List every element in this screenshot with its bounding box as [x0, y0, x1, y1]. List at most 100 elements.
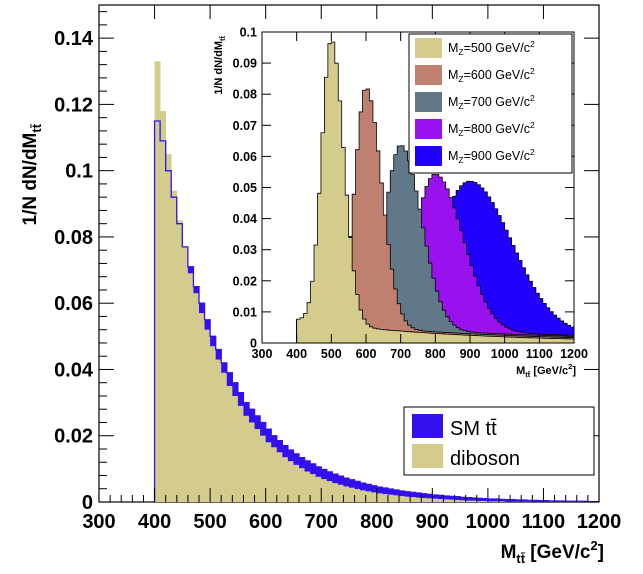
inset-x-tick-label-2: 500: [321, 347, 342, 361]
inset-legend-label-rest-4: =900 GeV/c: [464, 149, 530, 163]
inset-x-title-close: ]: [572, 365, 576, 377]
inset-x-tick-label-4: 700: [390, 347, 411, 361]
diboson-bar-13: [227, 386, 233, 502]
inset-legend-label-rest-1: =600 GeV/c: [464, 68, 530, 82]
main-y-tick-label-1: 0.02: [54, 426, 93, 448]
main-x-tick-label-4: 700: [305, 511, 338, 533]
inset-y-title-sub: tt̄: [218, 35, 227, 41]
main-x-title-sup: 2: [590, 538, 597, 553]
inset-legend-label-sup-4: 2: [530, 147, 535, 157]
diboson-bar-18: [255, 429, 261, 502]
inset-legend-label-main-4: M: [448, 149, 458, 163]
main-x-tick-label-6: 900: [416, 511, 449, 533]
inset-legend-label-rest-0: =500 GeV/c: [464, 41, 530, 55]
inset-x-tick-label-5: 800: [425, 347, 446, 361]
diboson-bar-4: [177, 220, 183, 502]
main-legend: SM tt̄ diboson: [404, 407, 594, 475]
diboson-bar-7: [193, 293, 199, 502]
diboson-bar-62: [499, 501, 505, 502]
main-x-title-close: ]: [598, 542, 604, 563]
diboson-bar-50: [432, 499, 438, 502]
inset-y-tick-label-10: 0.1: [240, 26, 257, 40]
main-legend-label-1: diboson: [450, 448, 520, 470]
main-x-tick-label-7: 1000: [466, 511, 511, 533]
main-x-title-main: M: [501, 542, 517, 563]
main-y-tick-label-6: 0.12: [54, 94, 93, 116]
diboson-bar-30: [321, 479, 327, 502]
main-legend-swatch-0: [412, 414, 443, 438]
diboson-bar-8: [199, 313, 205, 502]
main-y-tick-label-4: 0.08: [54, 227, 93, 249]
diboson-bar-52: [443, 499, 449, 502]
main-x-tick-label-2: 500: [193, 511, 226, 533]
inset-x-title-main: M: [516, 365, 525, 377]
diboson-bar-46: [410, 497, 416, 502]
diboson-bar-2: [166, 154, 172, 502]
inset-y-tick-label-4: 0.04: [233, 212, 257, 226]
diboson-bar-10: [210, 346, 216, 502]
main-x-tick-label-3: 600: [249, 511, 282, 533]
diboson-bar-11: [216, 360, 222, 502]
diboson-bar-14: [232, 396, 238, 502]
inset-legend-label-sup-3: 2: [530, 120, 535, 130]
main-x-tick-label-1: 400: [138, 511, 171, 533]
diboson-bar-16: [243, 416, 249, 502]
inset-x-axis-title: Mtt̄ [GeV/c2]: [516, 362, 576, 379]
inset-x-tick-label-3: 600: [356, 347, 377, 361]
main-y-title-sub: tt̄: [29, 123, 44, 132]
inset-y-tick-label-6: 0.06: [233, 150, 257, 164]
main-y-tick-label-5: 0.1: [65, 161, 93, 183]
inset-legend-label-main-1: M: [448, 68, 458, 82]
inset-x-tick-label-1: 400: [286, 347, 307, 361]
main-legend-label-0: SM tt̄: [450, 418, 497, 440]
diboson-bar-15: [238, 406, 244, 502]
diboson-bar-54: [455, 500, 461, 502]
diboson-bar-9: [205, 330, 211, 502]
inset-legend-label-main-2: M: [448, 95, 458, 109]
inset-x-tick-label-7: 1000: [491, 347, 519, 361]
inset-legend-label-sup-1: 2: [530, 66, 535, 76]
main-x-tick-label-9: 1200: [577, 511, 622, 533]
inset-x-title-unit: [GeV/c: [530, 365, 568, 377]
inset-y-tick-label-0: 0: [250, 337, 257, 351]
diboson-bar-38: [366, 491, 372, 502]
main-y-tick-label-3: 0.06: [54, 293, 93, 315]
diboson-bar-60: [488, 501, 494, 502]
inset-y-tick-label-1: 0.01: [233, 305, 257, 319]
main-x-title-unit: [GeV/c: [525, 542, 591, 563]
main-x-tick-label-5: 800: [360, 511, 393, 533]
main-y-tick-label-0: 0: [82, 492, 93, 514]
inset-y-tick-label-9: 0.09: [233, 57, 257, 71]
diboson-bar-24: [288, 461, 294, 502]
main-x-tick-label-8: 1100: [522, 511, 565, 533]
diboson-bar-36: [355, 489, 361, 502]
inset-x-tick-label-6: 900: [460, 347, 481, 361]
diboson-bar-6: [188, 273, 194, 502]
inset-legend-label-sup-2: 2: [530, 93, 535, 103]
diboson-bar-20: [266, 442, 272, 502]
main-y-tick-label-7: 0.14: [54, 28, 94, 50]
diboson-bar-58: [477, 501, 483, 502]
inset-legend-swatch-4: [415, 146, 442, 166]
diboson-bar-28: [310, 474, 316, 502]
inset-legend-swatch-3: [415, 119, 442, 139]
inset-y-tick-label-8: 0.08: [233, 88, 257, 102]
inset-y-tick-label-5: 0.05: [233, 181, 257, 195]
diboson-bar-17: [249, 422, 255, 502]
diboson-bar-3: [171, 191, 177, 502]
inset-legend-label-main-0: M: [448, 41, 458, 55]
inset-x-tick-label-9: 1200: [560, 347, 588, 361]
inset-legend-label-rest-2: =700 GeV/c: [464, 95, 530, 109]
diboson-bar-22: [277, 452, 283, 502]
main-x-axis-title: Mtt̄ [GeV/c2]: [501, 538, 604, 566]
inset-y-axis-title: 1/N dN/dMtt̄: [213, 35, 227, 95]
inset-y-title-main: 1/N dN/dM: [213, 41, 225, 95]
diboson-bar-40: [377, 493, 383, 502]
inset-legend-label-sup-0: 2: [530, 39, 535, 49]
diboson-bar-5: [182, 247, 188, 502]
inset-legend-swatch-2: [415, 92, 442, 112]
diboson-bar-48: [421, 498, 427, 502]
diboson-bar-56: [466, 501, 472, 502]
